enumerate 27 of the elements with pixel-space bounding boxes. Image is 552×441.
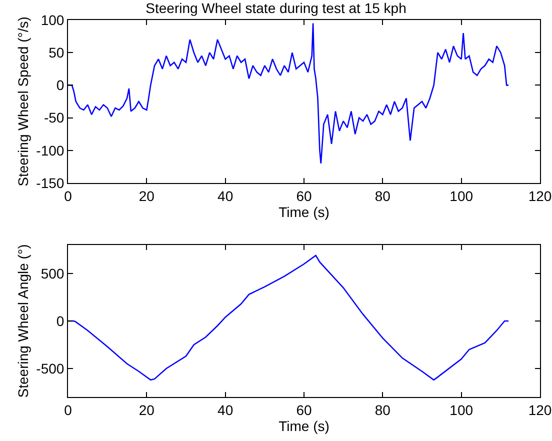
y-tick-label: 0: [56, 77, 64, 94]
y-tick-label: -500: [36, 360, 64, 376]
x-tick-label: 20: [138, 402, 155, 418]
chart-title: Steering Wheel state during test at 15 kph: [146, 0, 406, 16]
y-tick-label: 500: [40, 265, 64, 282]
y-tick-label: 100: [40, 12, 64, 28]
x-axis-title: Time (s): [278, 418, 330, 434]
y-tick-label: 0: [56, 312, 64, 329]
y-axis-title: Steering Wheel Speed (°/s): [14, 16, 31, 186]
x-tick-label: 100: [450, 402, 474, 418]
x-axis-title: Time (s): [278, 204, 330, 220]
x-tick-label: 20: [138, 188, 155, 204]
x-tick-label: 80: [374, 402, 391, 418]
x-tick-label: 120: [528, 188, 552, 204]
x-tick-label: 80: [374, 188, 391, 204]
y-axis-title: Steering Wheel Angle (°): [14, 244, 31, 398]
line-series: [68, 22, 510, 164]
x-tick-label: 60: [296, 188, 312, 204]
y-tick-label: -150: [36, 174, 64, 191]
x-tick-label: 60: [296, 402, 312, 418]
y-tick-label: -50: [44, 110, 64, 126]
x-tick-label: 40: [218, 402, 234, 418]
y-tick-label: 50: [48, 44, 64, 60]
x-tick-label: 120: [528, 402, 552, 418]
x-tick-label: 100: [450, 188, 474, 204]
y-tick-label: -100: [36, 142, 64, 158]
x-tick-label: 40: [218, 188, 234, 204]
